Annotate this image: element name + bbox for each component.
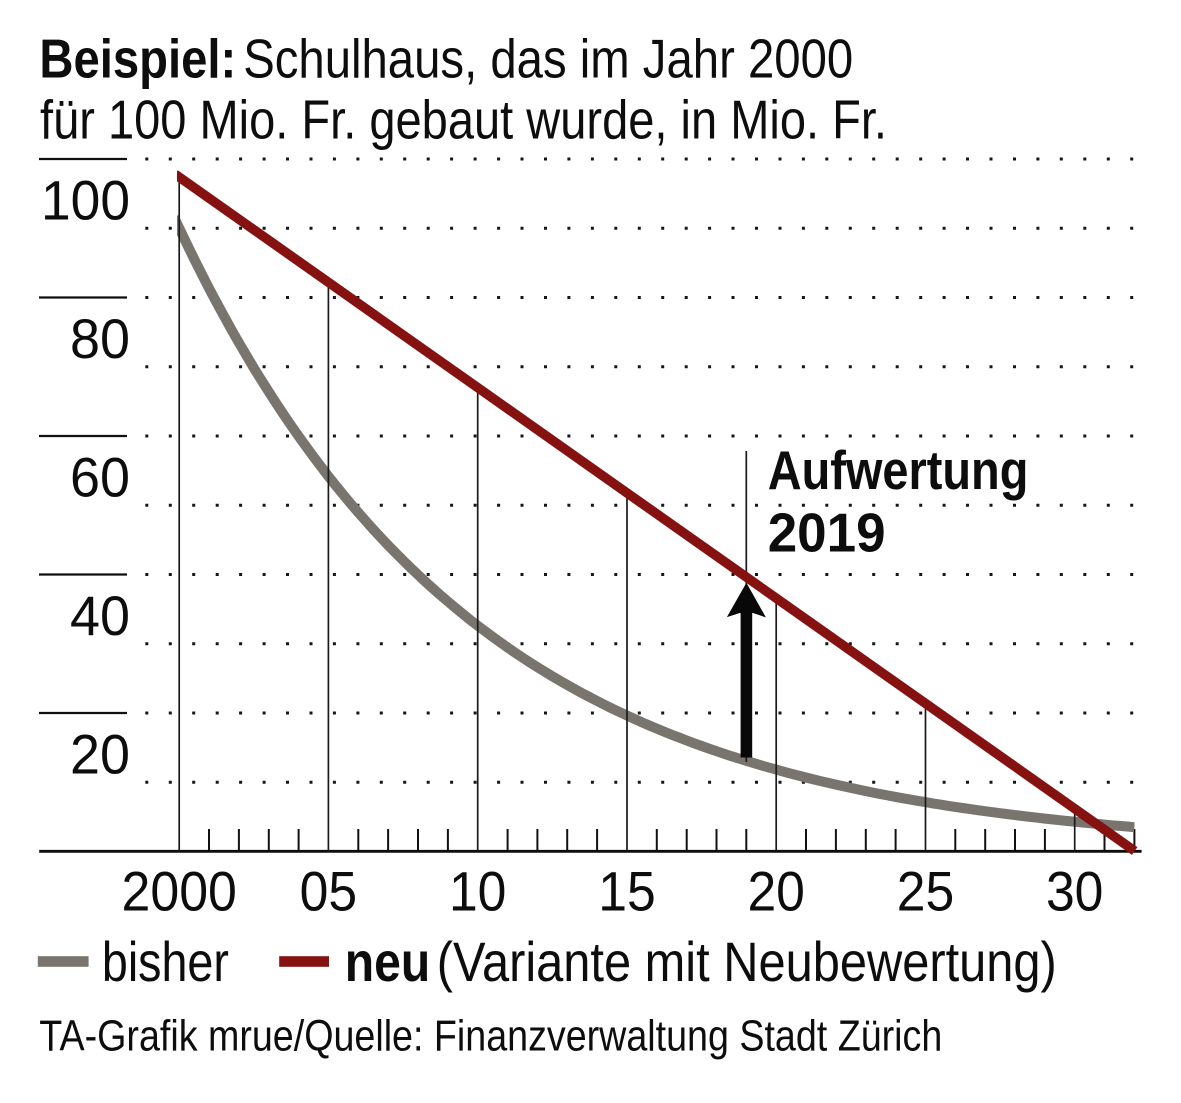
svg-text:2000: 2000 [122, 860, 237, 923]
svg-text:bisher: bisher [102, 931, 229, 993]
svg-text:30: 30 [1046, 860, 1104, 923]
svg-text:100: 100 [41, 169, 130, 232]
svg-text:(Variante mit Neubewertung): (Variante mit Neubewertung) [437, 931, 1057, 993]
svg-text:05: 05 [300, 860, 358, 923]
svg-text:neu: neu [345, 931, 431, 993]
svg-text:40: 40 [70, 584, 130, 647]
svg-text:20: 20 [747, 860, 805, 923]
svg-text:2019: 2019 [768, 502, 886, 563]
svg-text:60: 60 [70, 446, 130, 509]
svg-text:Schulhaus, das im Jahr 2000: Schulhaus, das im Jahr 2000 [243, 28, 853, 90]
svg-text:15: 15 [598, 860, 656, 923]
svg-text:25: 25 [897, 860, 955, 923]
svg-text:80: 80 [70, 307, 130, 370]
svg-text:Beispiel:: Beispiel: [39, 28, 236, 90]
svg-text:für 100 Mio. Fr. gebaut wurde,: für 100 Mio. Fr. gebaut wurde, in Mio. F… [40, 89, 887, 151]
svg-text:Aufwertung: Aufwertung [768, 440, 1029, 501]
svg-text:20: 20 [70, 723, 130, 786]
svg-text:10: 10 [449, 860, 507, 923]
svg-text:TA-Grafik mrue/Quelle: Finanzv: TA-Grafik mrue/Quelle: Finanzverwaltung … [39, 1012, 942, 1061]
